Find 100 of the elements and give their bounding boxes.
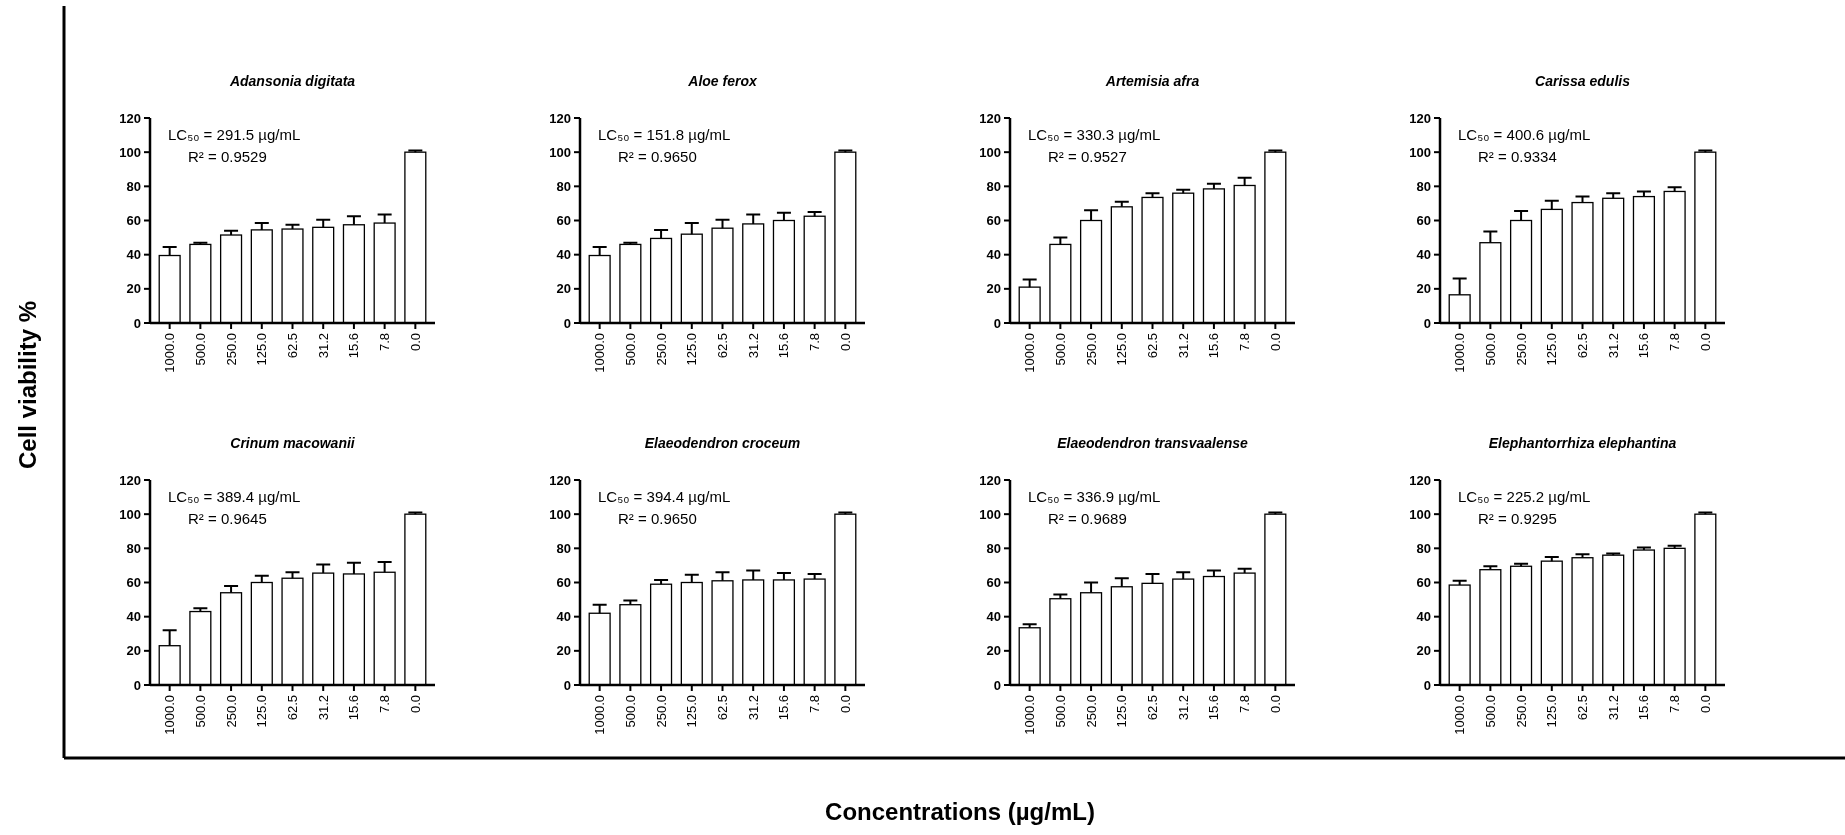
y-tick-label: 40: [556, 247, 571, 263]
x-tick-label: 31.2: [1605, 695, 1621, 721]
text: Concentrations (µg/mL): [825, 798, 1095, 825]
annotation: LC₅₀ = 389.4 µg/mL: [168, 488, 301, 505]
y-tick-label: 20: [1416, 281, 1431, 297]
x-tick-label: 1000.0: [592, 695, 608, 735]
x-tick-label: 15.6: [1636, 333, 1652, 359]
annotation: R² = 0.9527: [1048, 148, 1127, 165]
y-tick-label: 80: [556, 178, 571, 194]
x-tick-label: 7.8: [1237, 695, 1253, 714]
x-tick-label: 500.0: [1482, 333, 1498, 366]
x-tick-label: 250.0: [223, 695, 239, 728]
y-tick-label: 80: [126, 540, 141, 556]
x-tick-label: 1000.0: [1452, 695, 1468, 735]
x-tick-label: 250.0: [653, 695, 669, 728]
annotation: LC₅₀ = 151.8 µg/mL: [598, 126, 731, 143]
x-tick-label: 7.8: [1237, 333, 1253, 352]
x-tick-label: 500.0: [192, 695, 208, 728]
chart-title: Elephantorrhiza elephantina: [1488, 435, 1677, 451]
y-tick-label: 120: [549, 110, 571, 126]
x-tick-label: 62.5: [715, 695, 731, 721]
y-tick-label: 120: [979, 110, 1001, 126]
y-tick-label: 40: [986, 247, 1001, 263]
x-tick-label: 500.0: [622, 333, 638, 366]
y-tick-label: 0: [993, 315, 1001, 331]
x-tick-label: 15.6: [1206, 333, 1222, 359]
y-tick-label: 40: [556, 609, 571, 625]
annotation: R² = 0.9334: [1478, 148, 1557, 165]
x-tick-label: 0.0: [1267, 695, 1283, 714]
y-tick-label: 0: [133, 677, 141, 693]
x-tick-label: 62.5: [1145, 333, 1161, 359]
annotation: LC₅₀ = 336.9 µg/mL: [1028, 488, 1161, 505]
y-tick-label: 120: [979, 472, 1001, 488]
text: Cell viability %: [14, 300, 41, 470]
x-tick-label: 125.0: [1544, 333, 1560, 366]
y-tick-label: 20: [126, 281, 141, 297]
y-tick-label: 0: [563, 677, 571, 693]
x-tick-label: 15.6: [346, 695, 362, 721]
y-tick-label: 100: [119, 144, 141, 160]
y-tick-label: 120: [1409, 110, 1431, 126]
x-tick-label: 7.8: [807, 695, 823, 714]
annotation: R² = 0.9650: [618, 148, 697, 165]
x-tick-label: 1000.0: [1022, 695, 1038, 735]
x-tick-label: 125.0: [684, 695, 700, 728]
y-tick-label: 0: [1423, 315, 1431, 331]
x-tick-label: 31.2: [1175, 695, 1191, 721]
x-tick-label: 7.8: [377, 333, 393, 352]
y-tick-label: 20: [556, 281, 571, 297]
annotation: LC₅₀ = 394.4 µg/mL: [598, 488, 731, 505]
y-tick-label: 100: [119, 506, 141, 522]
x-tick-label: 0.0: [407, 333, 423, 352]
x-tick-label: 7.8: [807, 333, 823, 352]
chart-title: Elaeodendron transvaalense: [1057, 435, 1249, 451]
x-tick-label: 1000.0: [592, 333, 608, 373]
x-tick-label: 0.0: [837, 695, 853, 714]
x-tick-label: 62.5: [285, 695, 301, 721]
x-tick-label: 0.0: [1697, 695, 1713, 714]
x-tick-label: 31.2: [745, 333, 761, 359]
x-tick-label: 0.0: [1697, 333, 1713, 352]
x-tick-label: 1000.0: [1022, 333, 1038, 373]
annotation: R² = 0.9529: [188, 148, 267, 165]
y-tick-label: 0: [993, 677, 1001, 693]
y-tick-label: 0: [563, 315, 571, 331]
y-tick-label: 120: [119, 110, 141, 126]
y-tick-label: 0: [133, 315, 141, 331]
y-tick-label: 100: [549, 506, 571, 522]
y-tick-label: 20: [986, 643, 1001, 659]
x-tick-label: 125.0: [1544, 695, 1560, 728]
y-tick-label: 80: [126, 178, 141, 194]
x-tick-label: 125.0: [1114, 333, 1130, 366]
x-tick-label: 31.2: [1605, 333, 1621, 359]
annotation: LC₅₀ = 291.5 µg/mL: [168, 126, 301, 143]
x-tick-label: 250.0: [1083, 695, 1099, 728]
y-tick-label: 60: [1416, 213, 1431, 229]
chart-title: Crinum macowanii: [230, 435, 356, 451]
chart-title: Aloe ferox: [687, 73, 758, 89]
x-tick-label: 500.0: [192, 333, 208, 366]
x-tick-label: 31.2: [315, 695, 331, 721]
x-tick-label: 62.5: [285, 333, 301, 359]
x-tick-label: 31.2: [315, 333, 331, 359]
x-tick-label: 250.0: [1513, 695, 1529, 728]
x-tick-label: 250.0: [1513, 333, 1529, 366]
y-tick-label: 80: [556, 540, 571, 556]
y-tick-label: 60: [1416, 575, 1431, 591]
y-tick-label: 60: [986, 575, 1001, 591]
y-tick-label: 20: [126, 643, 141, 659]
y-tick-label: 120: [1409, 472, 1431, 488]
y-tick-label: 60: [986, 213, 1001, 229]
y-tick-label: 80: [986, 540, 1001, 556]
x-tick-label: 62.5: [1575, 695, 1591, 721]
y-tick-label: 40: [1416, 609, 1431, 625]
y-tick-label: 100: [979, 144, 1001, 160]
x-tick-label: 125.0: [1114, 695, 1130, 728]
x-tick-label: 250.0: [653, 333, 669, 366]
x-tick-label: 7.8: [1667, 333, 1683, 352]
x-tick-label: 1000.0: [162, 333, 178, 373]
y-tick-label: 80: [986, 178, 1001, 194]
x-tick-label: 62.5: [1575, 333, 1591, 359]
y-tick-label: 20: [1416, 643, 1431, 659]
annotation: R² = 0.9295: [1478, 510, 1557, 527]
